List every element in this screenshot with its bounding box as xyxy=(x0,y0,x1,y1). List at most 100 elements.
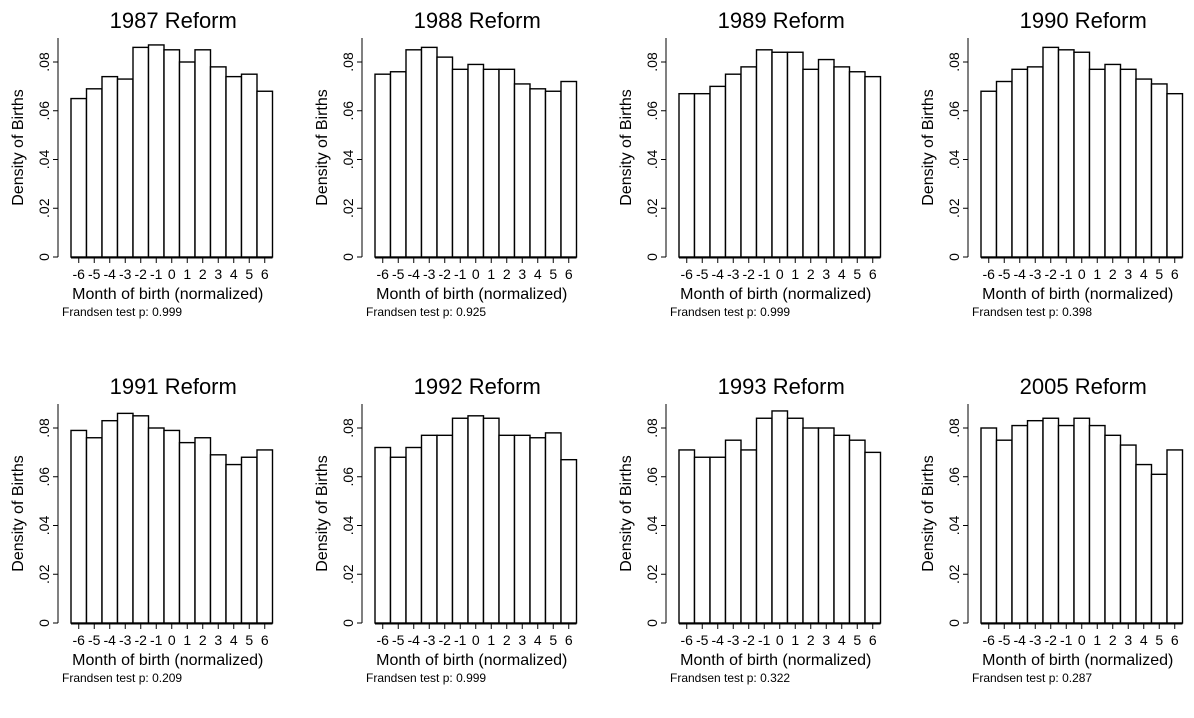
bar xyxy=(1057,49,1075,258)
bar xyxy=(802,427,820,624)
x-tick-label: -5 xyxy=(696,632,709,648)
x-tick-label: -2 xyxy=(1045,266,1058,282)
bar xyxy=(529,437,547,624)
x-tick-label: 6 xyxy=(565,632,573,648)
bar xyxy=(1011,424,1029,624)
bar xyxy=(1026,66,1044,258)
x-axis-label: Month of birth (normalized) xyxy=(376,652,567,669)
bar xyxy=(678,92,696,258)
chart-title: 1989 Reform xyxy=(718,8,845,33)
frandsen-label: Frandsen test p: xyxy=(670,305,757,319)
bar xyxy=(85,88,103,258)
chart-panel: 1988 Reform 0 .02 .04 .06 .08 Density of Birth… xyxy=(304,0,602,352)
bar xyxy=(817,58,835,258)
y-tick-label: .06 xyxy=(644,467,660,487)
x-tick-label: 2 xyxy=(807,632,815,648)
x-tick-label: -3 xyxy=(727,632,740,648)
chart-title: 1988 Reform xyxy=(414,8,541,33)
x-tick-label: 0 xyxy=(1078,266,1086,282)
bar xyxy=(163,429,181,624)
x-tick-label: 3 xyxy=(214,266,222,282)
x-tick-label: -6 xyxy=(377,632,390,648)
chart-title: 2005 Reform xyxy=(1020,374,1147,399)
bar xyxy=(755,49,773,258)
chart-panel: 1991 Reform 0 .02 .04 .06 .08 Density of Birth… xyxy=(0,366,298,718)
x-tick-label: -6 xyxy=(983,266,996,282)
chart-svg: 1992 Reform 0 .02 .04 .06 .08 Density of Birth… xyxy=(314,374,578,669)
x-tick-label: -1 xyxy=(1060,632,1073,648)
y-tick-label: .06 xyxy=(340,467,356,487)
x-tick-label: -2 xyxy=(439,266,452,282)
x-tick-label: 5 xyxy=(549,632,557,648)
bar xyxy=(786,51,804,258)
bar xyxy=(771,410,789,624)
chart-svg: 1993 Reform 0 .02 .04 .06 .08 Density of Birth… xyxy=(618,374,882,669)
bar xyxy=(374,446,392,624)
x-tick-label: 0 xyxy=(472,266,480,282)
x-tick-label: -5 xyxy=(998,632,1011,648)
x-tick-label: -2 xyxy=(135,266,148,282)
chart-title: 1987 Reform xyxy=(110,8,237,33)
bar xyxy=(693,456,711,624)
y-tick-label: .04 xyxy=(946,516,962,536)
x-tick-label: -1 xyxy=(454,632,467,648)
bar xyxy=(225,75,243,258)
bar xyxy=(178,441,196,624)
x-tick-label: -2 xyxy=(743,632,756,648)
bar xyxy=(544,432,562,624)
bar xyxy=(209,454,227,624)
x-tick-label: 2 xyxy=(199,632,207,648)
x-tick-label: -1 xyxy=(758,632,771,648)
x-tick-label: 4 xyxy=(1140,632,1148,648)
bar xyxy=(1026,419,1044,624)
bar xyxy=(709,85,727,258)
x-tick-label: 3 xyxy=(822,266,830,282)
y-axis-label: Density of Births xyxy=(920,89,937,205)
x-tick-label: 1 xyxy=(487,632,495,648)
bar xyxy=(1104,434,1122,624)
y-tick-label: .08 xyxy=(644,52,660,72)
chart-svg: 1991 Reform 0 .02 .04 .06 .08 Density of Birth… xyxy=(10,374,274,669)
x-tick-label: -5 xyxy=(88,266,101,282)
frandsen-label: Frandsen test p: xyxy=(62,305,149,319)
y-tick-label: .04 xyxy=(340,150,356,170)
y-tick-label: 0 xyxy=(36,253,52,261)
bar xyxy=(163,49,181,258)
x-tick-label: -3 xyxy=(727,266,740,282)
chart-svg: 1990 Reform 0 .02 .04 .06 .08 Density of Birth… xyxy=(920,8,1184,303)
bar xyxy=(132,415,150,624)
frandsen-note: Frandsen test p: 0.398 xyxy=(972,305,1092,319)
x-axis-label: Month of birth (normalized) xyxy=(72,652,263,669)
bar xyxy=(467,63,485,258)
bar xyxy=(848,439,866,624)
x-tick-label: -1 xyxy=(150,632,163,648)
frandsen-label: Frandsen test p: xyxy=(972,671,1059,685)
chart-title: 1990 Reform xyxy=(1020,8,1147,33)
bar xyxy=(420,434,438,624)
x-tick-label: 0 xyxy=(1078,632,1086,648)
bar xyxy=(101,419,119,624)
bar xyxy=(240,456,258,624)
x-tick-label: -4 xyxy=(712,266,725,282)
bar xyxy=(1088,424,1106,624)
bar xyxy=(85,437,103,624)
y-tick-label: .04 xyxy=(644,516,660,536)
frandsen-label: Frandsen test p: xyxy=(366,305,453,319)
x-tick-label: 3 xyxy=(822,632,830,648)
bar xyxy=(436,56,454,258)
x-tick-label: -6 xyxy=(681,266,694,282)
chart-title: 1992 Reform xyxy=(414,374,541,399)
x-tick-label: 5 xyxy=(853,632,861,648)
bar xyxy=(436,434,454,624)
bar xyxy=(1057,424,1075,624)
y-axis-label: Density of Births xyxy=(618,89,635,205)
bar xyxy=(194,437,212,624)
bar xyxy=(1073,417,1091,624)
x-tick-label: -2 xyxy=(1045,632,1058,648)
x-tick-label: -5 xyxy=(696,266,709,282)
frandsen-label: Frandsen test p: xyxy=(366,671,453,685)
bar xyxy=(1135,463,1153,624)
y-tick-label: .04 xyxy=(36,516,52,536)
x-tick-label: 1 xyxy=(183,632,191,648)
